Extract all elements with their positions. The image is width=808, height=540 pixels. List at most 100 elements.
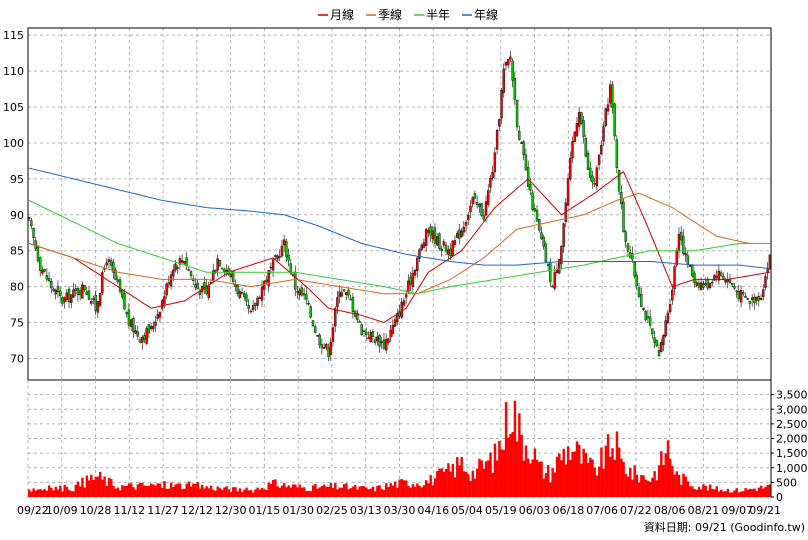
candle-up [156, 314, 159, 319]
candle-up [671, 289, 674, 301]
date-tick-label: 09/22 [17, 504, 49, 517]
candle-down [657, 350, 661, 357]
candle-up [336, 297, 339, 308]
legend-label-3: 年線 [474, 7, 498, 22]
candle-down [32, 228, 35, 238]
candle-down [314, 326, 317, 334]
candle-down [67, 288, 71, 303]
volume-bar [225, 486, 228, 497]
candle-down [744, 295, 747, 298]
candle-down [522, 141, 525, 156]
candle-down [61, 297, 64, 304]
volume-bar [90, 474, 93, 497]
candle-down [719, 272, 723, 277]
volume-bar [303, 487, 306, 497]
volume-bar [580, 463, 583, 497]
candle-down [243, 293, 246, 298]
volume-bar [94, 476, 97, 497]
volume-bar [491, 472, 494, 497]
volume-bar [425, 480, 428, 497]
candle-down [653, 337, 656, 343]
date-tick-label: 05/04 [451, 504, 483, 517]
candle-down [540, 232, 543, 240]
candle-up [70, 294, 73, 303]
volume-bar [107, 477, 111, 497]
candle-down [382, 339, 386, 349]
candle-down [287, 254, 290, 261]
volume-bar [711, 488, 714, 497]
volume-bar [575, 441, 579, 497]
volume-bar [502, 450, 506, 497]
candle-up [759, 297, 763, 300]
volume-bar [742, 491, 745, 497]
volume-tick-label: 500 [776, 476, 797, 489]
candle-up [493, 152, 497, 173]
candle-down [679, 231, 683, 241]
volume-bar [216, 486, 219, 497]
volume-bar [713, 489, 716, 497]
volume-bar [130, 483, 133, 497]
candle-down [655, 340, 658, 347]
candle-up [172, 269, 175, 277]
volume-bar [686, 481, 690, 497]
volume-bar [646, 480, 650, 497]
candle-up [269, 266, 273, 269]
candle-down [45, 275, 49, 280]
candle-down [356, 313, 359, 320]
date-tick-label: 07/06 [586, 504, 618, 517]
candle-down [511, 60, 514, 81]
candle-up [207, 285, 210, 298]
price-tick-label: 75 [10, 317, 24, 330]
candle-up [498, 119, 501, 127]
candle-up [766, 268, 769, 273]
volume-bar [145, 485, 148, 497]
volume-bar [566, 446, 570, 497]
volume-bar [682, 473, 685, 497]
volume-bar [746, 489, 750, 497]
candle-up [695, 282, 698, 286]
candle-down [109, 260, 113, 266]
candle-down [737, 291, 741, 299]
candle-down [473, 193, 477, 199]
candle-down [94, 295, 97, 311]
candle-up [664, 320, 667, 337]
volume-bar [582, 448, 585, 497]
volume-bar [92, 480, 95, 497]
legend: 月線 季線 半年 年線 [318, 7, 498, 22]
volume-bar [205, 486, 208, 497]
candle-down [278, 256, 281, 258]
volume-bar [551, 468, 554, 497]
candle-down [682, 235, 685, 254]
candle-down [254, 303, 257, 306]
volume-bar [655, 480, 659, 497]
candle-down [132, 317, 135, 333]
volume-bar [633, 465, 636, 497]
candle-up [764, 276, 767, 288]
candle-up [325, 344, 328, 348]
candle-up [500, 90, 503, 119]
candle-down [480, 203, 483, 216]
volume-bar [668, 458, 672, 497]
volume-bar [256, 487, 259, 497]
candle-up [713, 274, 716, 281]
volume-bar [640, 474, 643, 497]
volume-bar [165, 488, 168, 497]
volume-bar [96, 476, 100, 497]
date-tick-label: 11/27 [147, 504, 179, 517]
candle-up [762, 289, 765, 298]
volume-bar [118, 490, 122, 497]
candle-down [715, 275, 718, 278]
candle-up [229, 273, 233, 278]
volume-bar [549, 482, 552, 497]
date-tick-label: 02/25 [316, 504, 348, 517]
volume-bar [606, 434, 610, 497]
candle-up [380, 341, 383, 344]
volume-bar [509, 434, 512, 497]
volume-bar [41, 490, 44, 497]
volume-bar [637, 482, 641, 497]
volume-bar [43, 489, 46, 497]
candle-down [648, 316, 652, 326]
candle-down [373, 339, 377, 343]
candle-up [504, 61, 508, 66]
